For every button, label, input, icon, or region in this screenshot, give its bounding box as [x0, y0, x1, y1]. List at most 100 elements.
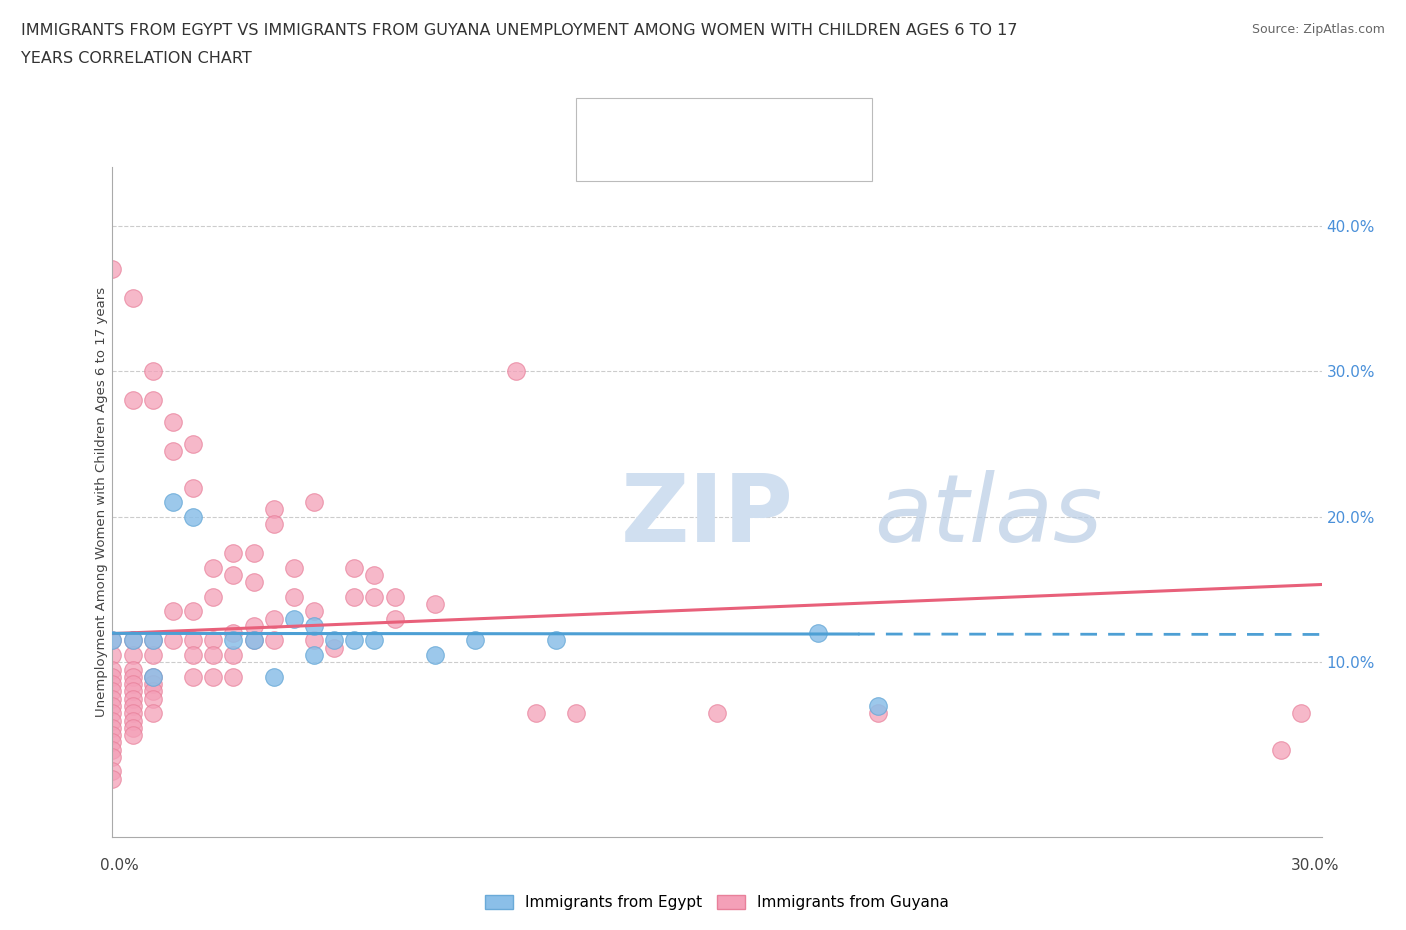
- Point: [101, 698, 124, 713]
- Point: [868, 706, 890, 721]
- Point: [101, 647, 124, 662]
- Point: [222, 647, 245, 662]
- Point: [222, 546, 245, 561]
- Point: [101, 662, 124, 677]
- Point: [121, 662, 143, 677]
- Point: [343, 633, 366, 648]
- Point: [121, 633, 143, 648]
- Point: [101, 750, 124, 764]
- Point: [222, 567, 245, 582]
- Point: [202, 670, 225, 684]
- Point: [242, 546, 264, 561]
- Text: atlas: atlas: [875, 470, 1102, 561]
- Point: [323, 633, 346, 648]
- Point: [121, 706, 143, 721]
- Point: [1291, 706, 1313, 721]
- Point: [142, 691, 165, 706]
- Point: [142, 670, 165, 684]
- Point: [181, 436, 204, 451]
- Point: [505, 364, 527, 379]
- Point: [242, 575, 264, 590]
- Point: [544, 633, 567, 648]
- Point: [181, 510, 204, 525]
- Text: 0.0%: 0.0%: [100, 857, 139, 872]
- Point: [202, 647, 225, 662]
- Point: [101, 262, 124, 277]
- Point: [464, 633, 486, 648]
- Point: [101, 670, 124, 684]
- Point: [263, 611, 285, 626]
- Point: [142, 647, 165, 662]
- Point: [121, 721, 143, 736]
- Point: [1270, 742, 1292, 757]
- Point: [263, 516, 285, 531]
- Point: [263, 633, 285, 648]
- Point: [263, 502, 285, 517]
- Point: [101, 633, 124, 648]
- Text: 30.0%: 30.0%: [1291, 857, 1339, 872]
- Point: [363, 590, 385, 604]
- Point: [222, 670, 245, 684]
- Point: [142, 706, 165, 721]
- Point: [302, 604, 325, 618]
- Point: [302, 647, 325, 662]
- Point: [565, 706, 588, 721]
- Point: [121, 684, 143, 698]
- Point: [202, 590, 225, 604]
- Point: [524, 706, 547, 721]
- Text: Source: ZipAtlas.com: Source: ZipAtlas.com: [1251, 23, 1385, 36]
- Point: [423, 597, 446, 612]
- Point: [423, 647, 446, 662]
- Point: [142, 633, 165, 648]
- Point: [222, 626, 245, 641]
- Point: [706, 706, 728, 721]
- Point: [142, 670, 165, 684]
- Point: [283, 590, 305, 604]
- Point: [142, 633, 165, 648]
- Point: [283, 560, 305, 575]
- Point: [162, 415, 184, 430]
- Point: [101, 633, 124, 648]
- Point: [323, 641, 346, 656]
- Point: [162, 495, 184, 510]
- Point: [162, 633, 184, 648]
- Text: YEARS CORRELATION CHART: YEARS CORRELATION CHART: [21, 51, 252, 66]
- Point: [101, 735, 124, 750]
- Point: [121, 633, 143, 648]
- Point: [868, 698, 890, 713]
- Legend: Immigrants from Egypt, Immigrants from Guyana: Immigrants from Egypt, Immigrants from G…: [479, 889, 955, 916]
- Point: [101, 691, 124, 706]
- Point: [302, 633, 325, 648]
- Point: [121, 713, 143, 728]
- Point: [142, 364, 165, 379]
- Point: [181, 480, 204, 495]
- Point: [121, 392, 143, 407]
- Point: [121, 727, 143, 742]
- Point: [384, 590, 406, 604]
- Point: [142, 684, 165, 698]
- Point: [101, 713, 124, 728]
- Point: [101, 677, 124, 692]
- Point: [142, 677, 165, 692]
- Point: [101, 742, 124, 757]
- Point: [121, 677, 143, 692]
- Point: [242, 633, 264, 648]
- Point: [181, 670, 204, 684]
- Point: [142, 392, 165, 407]
- Point: [283, 611, 305, 626]
- Point: [263, 670, 285, 684]
- Point: [343, 560, 366, 575]
- Text: R =  0.081   N = 86: R = 0.081 N = 86: [634, 148, 807, 164]
- Point: [384, 611, 406, 626]
- Point: [121, 647, 143, 662]
- Point: [101, 727, 124, 742]
- Point: [242, 633, 264, 648]
- Point: [302, 618, 325, 633]
- Point: [343, 590, 366, 604]
- Point: [101, 684, 124, 698]
- Point: [222, 633, 245, 648]
- Text: ZIP: ZIP: [620, 470, 793, 562]
- Point: [302, 495, 325, 510]
- Point: [363, 633, 385, 648]
- Point: [101, 771, 124, 786]
